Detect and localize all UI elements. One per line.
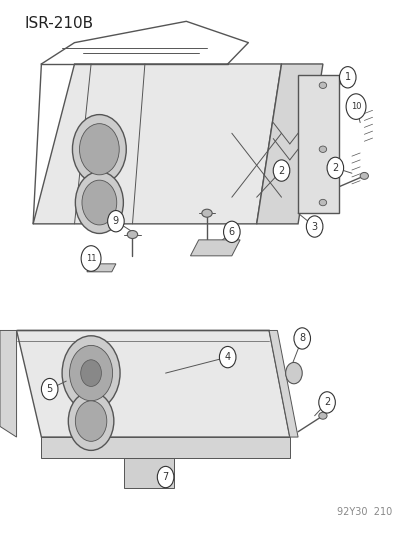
Ellipse shape	[202, 209, 212, 217]
Circle shape	[69, 345, 112, 401]
Polygon shape	[17, 330, 289, 437]
Circle shape	[107, 211, 124, 232]
Ellipse shape	[127, 230, 138, 239]
Polygon shape	[268, 330, 297, 437]
Bar	[124, 458, 173, 488]
Text: 9: 9	[113, 216, 119, 226]
Text: 6: 6	[228, 227, 234, 237]
Ellipse shape	[318, 199, 326, 206]
Polygon shape	[0, 330, 17, 437]
Text: 10: 10	[350, 102, 361, 111]
Circle shape	[306, 216, 322, 237]
Text: 7: 7	[162, 472, 169, 482]
Text: 5: 5	[46, 384, 53, 394]
Circle shape	[81, 246, 101, 271]
Text: 2: 2	[323, 398, 330, 407]
Ellipse shape	[318, 82, 326, 88]
Polygon shape	[41, 437, 289, 458]
Circle shape	[318, 392, 335, 413]
Circle shape	[41, 378, 58, 400]
Text: 2: 2	[331, 163, 338, 173]
Circle shape	[62, 336, 120, 410]
Circle shape	[75, 401, 107, 441]
Circle shape	[285, 362, 301, 384]
Polygon shape	[33, 64, 281, 224]
Polygon shape	[256, 64, 322, 224]
Circle shape	[79, 124, 119, 175]
Circle shape	[81, 360, 101, 386]
Text: 2: 2	[278, 166, 284, 175]
Text: 3: 3	[311, 222, 317, 231]
Text: 11: 11	[85, 254, 96, 263]
Circle shape	[326, 157, 343, 179]
Circle shape	[75, 172, 123, 233]
Circle shape	[82, 180, 116, 225]
Circle shape	[72, 115, 126, 184]
Circle shape	[273, 160, 289, 181]
Ellipse shape	[359, 173, 368, 179]
Ellipse shape	[318, 413, 326, 419]
Circle shape	[223, 221, 240, 243]
Ellipse shape	[318, 146, 326, 152]
Circle shape	[293, 328, 310, 349]
Circle shape	[219, 346, 235, 368]
Polygon shape	[87, 264, 116, 272]
Circle shape	[339, 67, 355, 88]
Circle shape	[345, 94, 365, 119]
Circle shape	[157, 466, 173, 488]
Text: 92Y30  210: 92Y30 210	[336, 507, 391, 517]
Text: 1: 1	[344, 72, 350, 82]
Text: 4: 4	[224, 352, 230, 362]
Circle shape	[68, 392, 114, 450]
Text: 8: 8	[299, 334, 304, 343]
Polygon shape	[297, 75, 339, 213]
Polygon shape	[190, 240, 240, 256]
Text: ISR-210B: ISR-210B	[25, 16, 94, 31]
Ellipse shape	[343, 76, 351, 83]
